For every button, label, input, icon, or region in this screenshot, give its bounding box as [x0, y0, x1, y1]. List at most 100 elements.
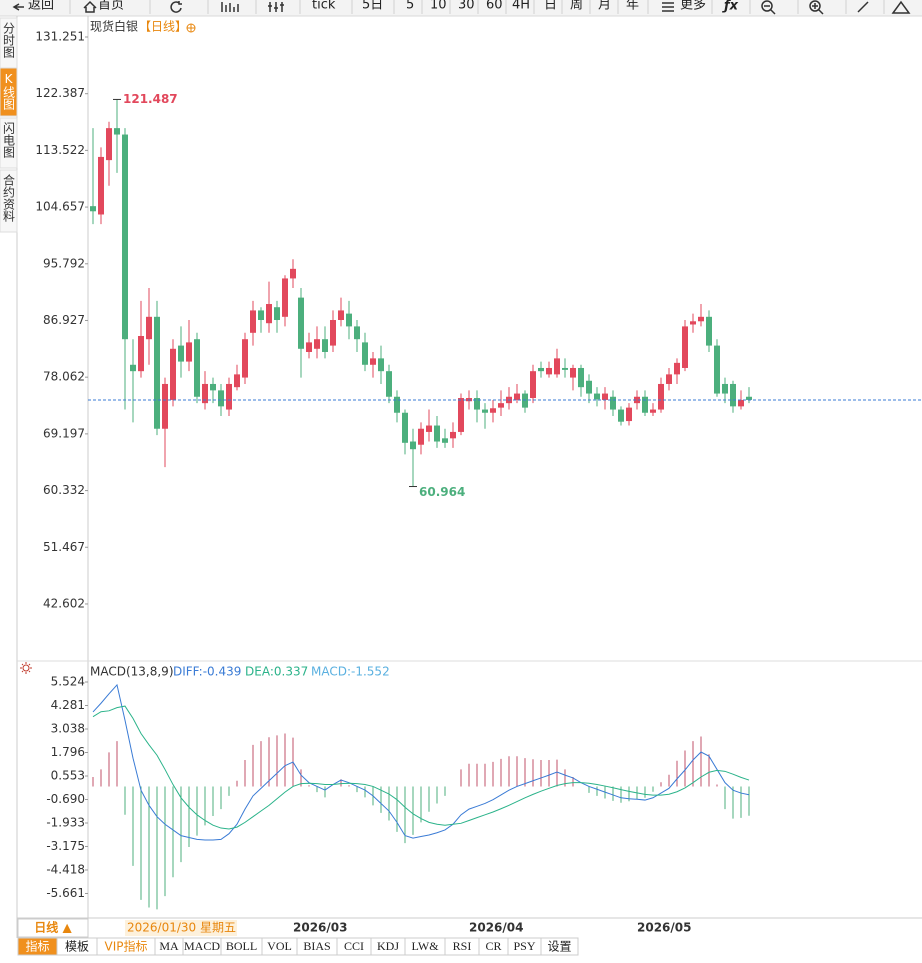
toolbar-button[interactable]: 周: [570, 0, 583, 13]
period-button[interactable]: 日线 ▲: [34, 920, 72, 935]
toolbar-button[interactable]: 首页: [98, 0, 124, 13]
candle-body: [394, 396, 400, 413]
candle-body: [714, 345, 720, 394]
candle-body: [722, 383, 728, 394]
candle-body: [738, 399, 744, 407]
sidebar-tab-bg[interactable]: [0, 67, 18, 117]
tab[interactable]: BOLL: [226, 939, 257, 953]
max-label: 121.487: [123, 92, 178, 106]
toolbar-button[interactable]: 返回: [28, 0, 54, 13]
candle-body: [130, 364, 136, 372]
x-tick-label: 2026/03: [293, 921, 347, 935]
y-tick-label: 86.927: [43, 313, 85, 327]
y-tick-label: 104.657: [35, 200, 85, 214]
refresh-icon: [170, 1, 182, 13]
period-button-bg[interactable]: [17, 918, 89, 938]
macd-name: MACD(13,8,9): [90, 665, 174, 679]
candle-body: [122, 134, 128, 340]
macd-y-tick-label: -5.661: [46, 886, 85, 900]
candle-body: [746, 396, 752, 400]
macd-y-tick-label: -3.175: [46, 839, 85, 853]
macd-y-tick-label: 1.796: [51, 745, 85, 759]
candle-body: [578, 367, 584, 388]
candle-body: [138, 335, 144, 372]
tab[interactable]: 模板: [65, 940, 89, 954]
tab[interactable]: VIP指标: [105, 939, 148, 954]
home-icon: [83, 0, 97, 13]
tab[interactable]: RSI: [453, 939, 472, 953]
tab[interactable]: PSY: [513, 939, 535, 953]
macd-y-tick-label: -0.690: [46, 792, 85, 806]
fx-icon: ƒx: [722, 0, 739, 14]
sidebar-tab[interactable]: K线图: [2, 72, 16, 110]
sidebar-tab-bg[interactable]: [0, 117, 18, 169]
candle-body: [226, 383, 232, 410]
candle-body: [666, 374, 672, 384]
sidebar-tab[interactable]: 合约资料: [2, 173, 16, 222]
toolbar-button[interactable]: 5日: [362, 0, 383, 13]
toolbar-button[interactable]: 10: [430, 0, 447, 13]
candle-body: [338, 310, 344, 321]
candle-body: [298, 297, 304, 349]
candle-body: [410, 441, 416, 450]
candle-body: [314, 339, 320, 349]
candle-body: [674, 362, 680, 375]
dea-label: DEA:0.337: [245, 665, 308, 679]
tab[interactable]: VOL: [267, 939, 292, 953]
candle-body: [434, 425, 440, 442]
toolbar-button[interactable]: 月: [598, 0, 611, 13]
y-tick-label: 69.197: [43, 426, 85, 440]
candle-body: [266, 304, 272, 324]
tab[interactable]: 设置: [547, 940, 571, 954]
y-tick-label: 95.792: [43, 256, 85, 270]
candle-body: [450, 431, 456, 439]
candle-body: [562, 367, 568, 370]
toolbar-button[interactable]: 60: [486, 0, 503, 13]
candle-body: [570, 367, 576, 378]
candle-body: [386, 371, 392, 397]
candle-body: [154, 316, 160, 429]
candle-body: [610, 396, 616, 410]
candle-body: [90, 206, 96, 212]
tab[interactable]: CR: [485, 939, 501, 953]
candle-body: [658, 383, 664, 410]
candle-body: [346, 313, 352, 327]
tab[interactable]: MA: [159, 939, 179, 953]
candle-body: [178, 345, 184, 362]
tab[interactable]: MACD: [184, 939, 220, 953]
toolbar-button[interactable]: 30: [458, 0, 475, 13]
tab[interactable]: BIAS: [303, 939, 330, 953]
toolbar-button[interactable]: 年: [626, 0, 639, 13]
candle-body: [706, 316, 712, 346]
candle-body: [490, 408, 496, 413]
candle-body: [586, 380, 592, 394]
candle-body: [474, 398, 480, 410]
tab[interactable]: CCI: [344, 939, 364, 953]
candle-body: [482, 409, 488, 413]
candle-body: [170, 348, 176, 400]
toolbar-button[interactable]: 5: [406, 0, 414, 13]
y-tick-label: 113.522: [35, 143, 85, 157]
toolbar-button[interactable]: 更多: [680, 0, 706, 13]
tab[interactable]: 指标: [25, 939, 49, 954]
candle-body: [530, 371, 536, 399]
toolbar-button[interactable]: 4H: [512, 0, 530, 13]
y-tick-label: 131.251: [35, 29, 85, 43]
sidebar-tab-bg[interactable]: [0, 169, 18, 233]
zoom-in-icon: [809, 0, 824, 15]
sidebar-tab[interactable]: 闪电图: [2, 122, 16, 158]
pen-icon: [857, 1, 869, 13]
candle-body: [250, 310, 256, 333]
toolbar-button[interactable]: tick: [312, 0, 336, 13]
tab-bg[interactable]: [540, 937, 579, 956]
candle-body: [730, 383, 736, 407]
candle-body: [282, 278, 288, 317]
candle-body: [106, 128, 112, 161]
diff-line: [92, 683, 750, 841]
sidebar-tab[interactable]: 分时图: [2, 22, 16, 58]
toolbar-button[interactable]: 日: [544, 0, 557, 13]
tab[interactable]: LW&: [411, 939, 439, 953]
candle-body: [634, 396, 640, 404]
tab[interactable]: KDJ: [377, 939, 399, 953]
candle-body: [274, 307, 280, 321]
